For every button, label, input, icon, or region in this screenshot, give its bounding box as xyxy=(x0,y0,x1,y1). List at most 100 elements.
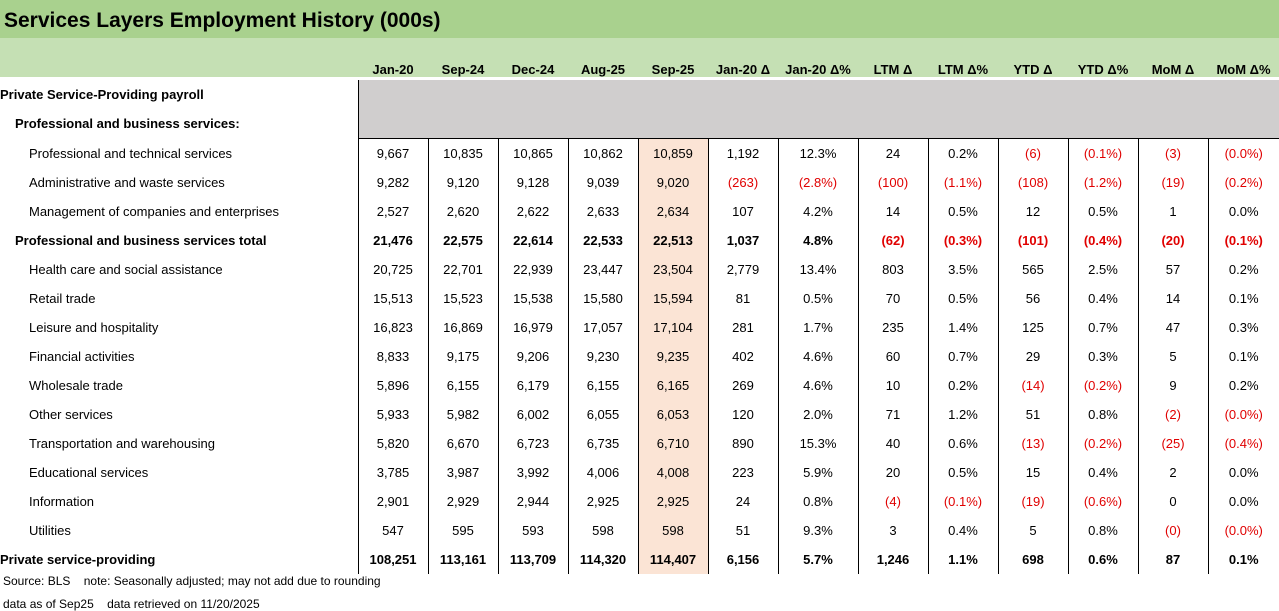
data-cell: 22,575 xyxy=(427,226,498,255)
data-cell: 2,901 xyxy=(357,487,428,516)
data-cell: (62) xyxy=(857,226,928,255)
data-cell: 2,633 xyxy=(567,197,638,226)
data-cell: 1.4% xyxy=(927,313,998,342)
data-cell: 2.0% xyxy=(777,400,858,429)
data-cell: 0.1% xyxy=(1207,342,1279,371)
data-cell: (0.0%) xyxy=(1207,138,1279,168)
data-cell: 22,939 xyxy=(497,255,568,284)
data-cell: 17,104 xyxy=(637,313,708,342)
data-cell: 5,982 xyxy=(427,400,498,429)
table-row: Other services 5,933 5,982 6,002 6,055 6,053 1… xyxy=(0,400,1279,429)
data-cell: 0.5% xyxy=(927,197,998,226)
data-cell: 1.2% xyxy=(927,400,998,429)
data-cell: (25) xyxy=(1137,429,1208,458)
column-header: Dec-24 xyxy=(511,62,555,77)
data-cell: 13.4% xyxy=(777,255,858,284)
data-cell: 4.8% xyxy=(777,226,858,255)
data-cell: (0.1%) xyxy=(927,487,998,516)
data-cell: 4,006 xyxy=(567,458,638,487)
data-cell: 0.5% xyxy=(1067,197,1138,226)
data-cell: (0) xyxy=(1137,516,1208,545)
data-cell: (0.3%) xyxy=(927,226,998,255)
data-cell: 21,476 xyxy=(357,226,428,255)
data-cell: 6,710 xyxy=(637,429,708,458)
data-cell: (19) xyxy=(1137,168,1208,197)
data-cell: 269 xyxy=(707,371,778,400)
data-cell: 8,833 xyxy=(357,342,428,371)
gray-fill-cell xyxy=(357,109,1279,139)
data-cell: 2 xyxy=(1137,458,1208,487)
data-cell: 4.6% xyxy=(777,371,858,400)
data-cell: 15.3% xyxy=(777,429,858,458)
row-label: Health care and social assistance xyxy=(29,262,223,277)
data-cell: 23,504 xyxy=(637,255,708,284)
data-cell: 14 xyxy=(857,197,928,226)
data-cell: 17,057 xyxy=(567,313,638,342)
data-cell: 1.1% xyxy=(927,545,998,574)
data-cell: 803 xyxy=(857,255,928,284)
data-cell: 0.0% xyxy=(1207,197,1279,226)
row-label: Retail trade xyxy=(29,291,96,306)
data-cell: 0.2% xyxy=(1207,255,1279,284)
data-cell: 22,533 xyxy=(567,226,638,255)
footer-line-2: data as of Sep25 data retrieved on 11/20… xyxy=(3,597,270,611)
page-title: Services Layers Employment History (000s… xyxy=(4,9,441,32)
data-cell: (0.2%) xyxy=(1207,168,1279,197)
data-cell: 10 xyxy=(857,371,928,400)
row-label: Private service-providing xyxy=(0,552,156,567)
data-cell: 6,053 xyxy=(637,400,708,429)
data-cell: 223 xyxy=(707,458,778,487)
data-cell: 14 xyxy=(1137,284,1208,313)
data-cell: 23,447 xyxy=(567,255,638,284)
data-cell: 5,820 xyxy=(357,429,428,458)
data-cell: 3,785 xyxy=(357,458,428,487)
data-cell: 0.6% xyxy=(927,429,998,458)
data-cell: 71 xyxy=(857,400,928,429)
section-row: Private Service-Providing payroll xyxy=(0,80,1279,109)
data-as-of-note: data as of Sep25 xyxy=(3,597,94,611)
column-header: Jan-20 xyxy=(372,62,414,77)
data-cell: (263) xyxy=(707,168,778,197)
row-label: Wholesale trade xyxy=(29,378,123,393)
data-cell: (0.0%) xyxy=(1207,516,1279,545)
data-cell: 565 xyxy=(997,255,1068,284)
data-cell: 890 xyxy=(707,429,778,458)
data-cell: 51 xyxy=(707,516,778,545)
row-label: Management of companies and enterprises xyxy=(29,204,280,219)
data-cell: 47 xyxy=(1137,313,1208,342)
data-cell: 29 xyxy=(997,342,1068,371)
data-cell: 0.5% xyxy=(927,458,998,487)
data-cell: 9,235 xyxy=(637,342,708,371)
data-cell: 113,709 xyxy=(497,545,568,574)
data-cell: 0.4% xyxy=(927,516,998,545)
data-cell: 1,037 xyxy=(707,226,778,255)
data-cell: 0.4% xyxy=(1067,458,1138,487)
column-header: LTM Δ xyxy=(873,62,913,77)
column-header: LTM Δ% xyxy=(937,62,989,77)
data-cell: 2,944 xyxy=(497,487,568,516)
data-cell: (0.2%) xyxy=(1067,429,1138,458)
data-cell: 1,246 xyxy=(857,545,928,574)
data-cell: 598 xyxy=(567,516,638,545)
data-cell: 4.2% xyxy=(777,197,858,226)
data-cell: 6,165 xyxy=(637,371,708,400)
data-cell: 9,230 xyxy=(567,342,638,371)
data-cell: 0.5% xyxy=(777,284,858,313)
data-cell: 113,161 xyxy=(427,545,498,574)
data-cell: 81 xyxy=(707,284,778,313)
data-cell: 10,862 xyxy=(567,138,638,168)
data-cell: 0.0% xyxy=(1207,487,1279,516)
section-row: Professional and business services: xyxy=(0,109,1279,139)
data-cell: (0.6%) xyxy=(1067,487,1138,516)
table-row: Leisure and hospitality 16,823 16,869 16,97… xyxy=(0,313,1279,342)
row-label: Professional and business services: xyxy=(15,116,240,132)
data-cell: 20,725 xyxy=(357,255,428,284)
data-cell: 9 xyxy=(1137,371,1208,400)
data-cell: 0.8% xyxy=(1067,516,1138,545)
data-cell: (19) xyxy=(997,487,1068,516)
row-label: Utilities xyxy=(29,523,71,538)
data-cell: 3 xyxy=(857,516,928,545)
data-cell: 9,206 xyxy=(497,342,568,371)
data-cell: 10,835 xyxy=(427,138,498,168)
data-cell: 114,407 xyxy=(637,545,708,574)
